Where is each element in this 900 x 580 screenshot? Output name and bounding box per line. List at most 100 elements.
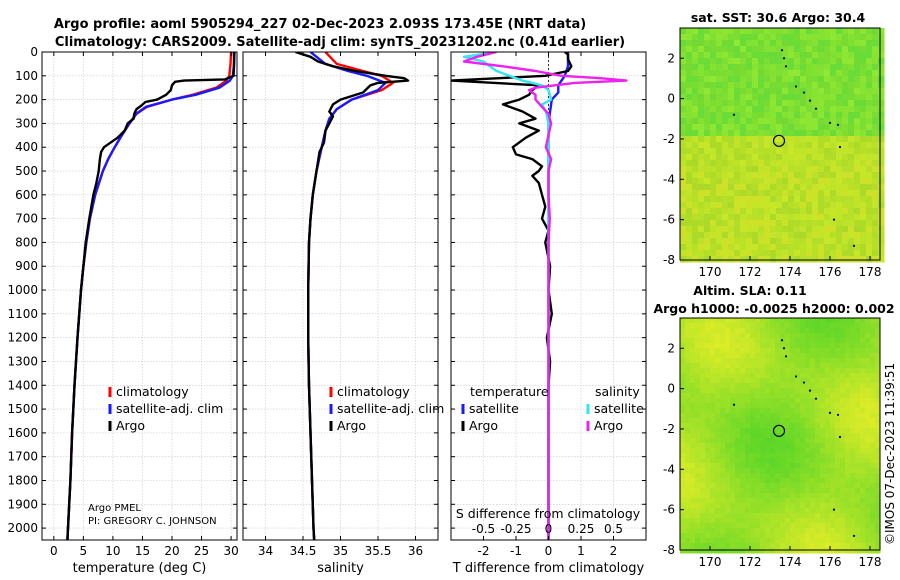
heatmap-cell [820, 338, 826, 344]
heatmap-cell [746, 244, 753, 251]
heatmap-cell [850, 388, 856, 394]
heatmap-cell [860, 40, 867, 47]
heatmap-cell [800, 46, 807, 53]
heatmap-cell [818, 46, 825, 53]
heatmap-cell [835, 443, 841, 449]
heatmap-cell [842, 94, 849, 101]
heatmap-cell [710, 40, 717, 47]
heatmap-cell [740, 518, 746, 524]
heatmap-cell [690, 503, 696, 509]
heatmap-cell [795, 538, 801, 544]
heatmap-cell [815, 363, 821, 369]
heatmap-cell [734, 166, 741, 173]
heatmap-cell [810, 448, 816, 454]
heatmap-cell [860, 328, 866, 334]
heatmap-cell [878, 202, 885, 209]
heatmap-cell [746, 256, 753, 263]
heatmap-cell [795, 373, 801, 379]
heatmap-cell [878, 250, 885, 257]
heatmap-cell [840, 398, 846, 404]
heatmap-cell [800, 136, 807, 143]
heatmap-cell [836, 112, 843, 119]
heatmap-cell [760, 353, 766, 359]
heatmap-cell [810, 363, 816, 369]
heatmap-cell [760, 383, 766, 389]
heatmap-cell [734, 172, 741, 179]
heatmap-cell [716, 244, 723, 251]
heatmap-cell [735, 328, 741, 334]
heatmap-cell [710, 136, 717, 143]
heatmap-cell [775, 533, 781, 539]
heatmap-cell [750, 478, 756, 484]
heatmap-cell [680, 448, 686, 454]
heatmap-cell [728, 184, 735, 191]
heatmap-cell [734, 184, 741, 191]
heatmap-cell [705, 548, 711, 554]
heatmap-cell [764, 64, 771, 71]
heatmap-cell [860, 76, 867, 83]
heatmap-cell [735, 543, 741, 549]
heatmap-cell [770, 190, 777, 197]
heatmap-cell [782, 220, 789, 227]
heatmap-cell [842, 160, 849, 167]
heatmap-cell [788, 232, 795, 239]
heatmap-cell [752, 178, 759, 185]
heatmap-cell [845, 513, 851, 519]
heatmap-cell [686, 76, 693, 83]
heatmap-cell [740, 130, 747, 137]
heatmap-cell [764, 100, 771, 107]
heatmap-cell [700, 498, 706, 504]
heatmap-cell [686, 214, 693, 221]
heatmap-cell [705, 528, 711, 534]
heatmap-cell [836, 238, 843, 245]
heatmap-cell [725, 508, 731, 514]
heatmap-cell [865, 458, 871, 464]
heatmap-cell [848, 166, 855, 173]
heatmap-cell [680, 232, 687, 239]
heatmap-cell [830, 184, 837, 191]
heatmap-cell [775, 478, 781, 484]
heatmap-cell [845, 363, 851, 369]
heatmap-cell [758, 178, 765, 185]
heatmap-cell [818, 244, 825, 251]
heatmap-cell [685, 418, 691, 424]
heatmap-cell [705, 358, 711, 364]
heatmap-cell [836, 148, 843, 155]
heatmap-cell [764, 142, 771, 149]
heatmap-cell [705, 318, 711, 324]
heatmap-cell [770, 226, 777, 233]
heatmap-cell [835, 463, 841, 469]
heatmap-cell [875, 498, 881, 504]
heatmap-cell [740, 543, 746, 549]
heatmap-cell [746, 46, 753, 53]
heatmap-cell [735, 353, 741, 359]
heatmap-cell [730, 468, 736, 474]
heatmap-cell [795, 453, 801, 459]
heatmap-cell [788, 166, 795, 173]
heatmap-cell [704, 106, 711, 113]
heatmap-cell [700, 448, 706, 454]
heatmap-cell [728, 238, 735, 245]
island-dot [802, 91, 806, 94]
heatmap-cell [680, 498, 686, 504]
heatmap-cell [878, 226, 885, 233]
heatmap-cell [872, 106, 879, 113]
heatmap-cell [860, 34, 867, 41]
heatmap-cell [825, 513, 831, 519]
heatmap-cell [745, 548, 751, 554]
heatmap-cell [745, 318, 751, 324]
heatmap-cell [716, 172, 723, 179]
heatmap-cell [836, 142, 843, 149]
heatmap-cell [872, 244, 879, 251]
heatmap-cell [800, 202, 807, 209]
heatmap-cell [750, 318, 756, 324]
heatmap-cell [765, 423, 771, 429]
heatmap-cell [780, 428, 786, 434]
heatmap-cell [730, 413, 736, 419]
heatmap-cell [745, 398, 751, 404]
heatmap-cell [770, 528, 776, 534]
heatmap-cell [725, 363, 731, 369]
heatmap-cell [735, 503, 741, 509]
heatmap-cell [715, 463, 721, 469]
heatmap-cell [788, 46, 795, 53]
